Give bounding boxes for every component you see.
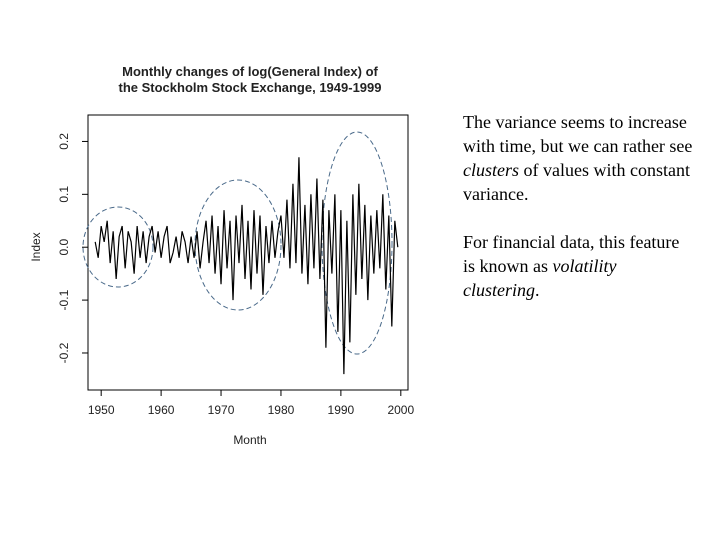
text: The variance seems to increase with time…	[463, 112, 693, 156]
text-box: The variance seems to increase with time…	[463, 110, 693, 326]
x-tick-label: 1950	[88, 403, 115, 417]
emphasis: clusters	[463, 160, 519, 180]
y-tick-label: 0.2	[57, 133, 71, 150]
cluster-ellipse	[321, 131, 393, 355]
series-line	[94, 157, 399, 375]
y-axis-label: Index	[29, 232, 43, 261]
text: For financial data, this feature is know…	[463, 232, 680, 276]
x-tick-label: 1970	[208, 403, 235, 417]
y-tick-label: -0.1	[57, 289, 71, 310]
text: of values with constant variance.	[463, 160, 690, 204]
x-tick-label: 1990	[328, 403, 355, 417]
chart-title: Monthly changes of log(General Index) of	[122, 64, 378, 79]
text: .	[535, 280, 540, 300]
y-tick-label: 0.0	[57, 239, 71, 256]
x-tick-label: 1980	[268, 403, 295, 417]
plot-frame	[87, 114, 409, 391]
paragraph: For financial data, this feature is know…	[463, 230, 693, 302]
emphasis: volatility clustering	[463, 256, 617, 300]
chart-title: the Stockholm Stock Exchange, 1949-1999	[119, 80, 382, 95]
cluster-ellipse	[82, 206, 154, 288]
x-tick-label: 1960	[148, 403, 175, 417]
x-axis-label: Month	[233, 433, 266, 447]
x-tick-label: 2000	[387, 403, 414, 417]
y-tick-label: 0.1	[57, 186, 71, 203]
paragraph: The variance seems to increase with time…	[463, 110, 693, 206]
y-tick-label: -0.2	[57, 342, 71, 363]
